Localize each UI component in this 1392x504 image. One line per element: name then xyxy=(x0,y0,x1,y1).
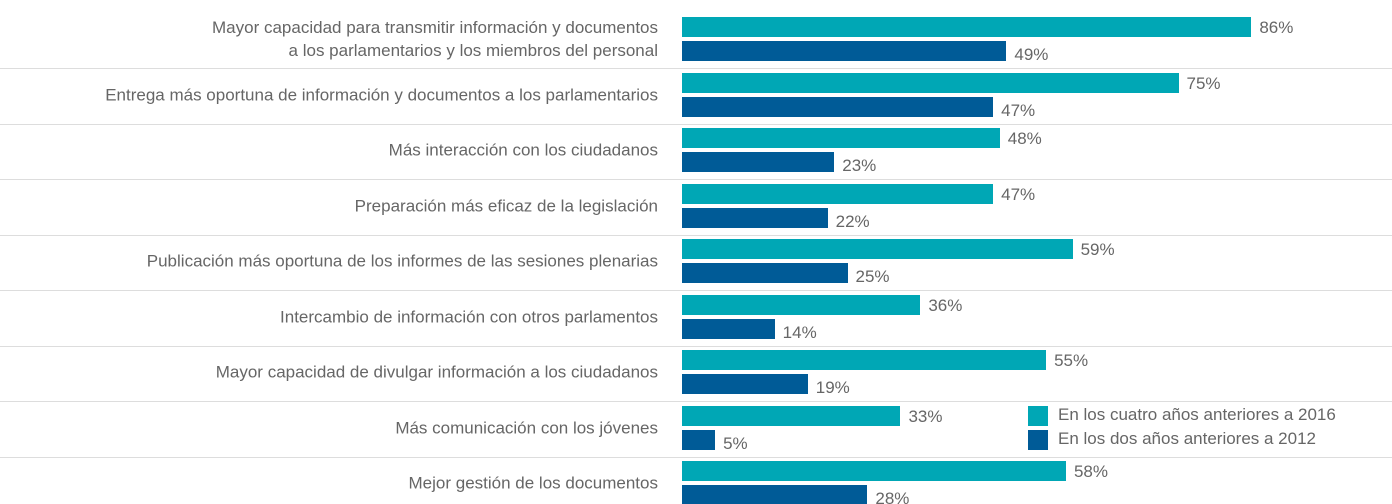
bar xyxy=(682,152,835,172)
value-label: 47% xyxy=(1001,184,1036,204)
value-label: 47% xyxy=(1001,100,1036,120)
value-label: 22% xyxy=(835,211,870,231)
category-label: Intercambio de información con otros par… xyxy=(280,307,658,326)
row-separator xyxy=(0,401,1392,402)
bar xyxy=(682,128,1000,148)
value-label: 36% xyxy=(928,295,963,315)
bar xyxy=(682,485,868,504)
category-label: Preparación más eficaz de la legislación xyxy=(354,196,658,215)
value-label: 33% xyxy=(908,406,943,426)
row-separator xyxy=(0,345,1392,347)
value-label: 28% xyxy=(875,489,910,504)
category-label: Mayor capacidad de divulgar información … xyxy=(215,362,658,382)
row-separator xyxy=(0,456,1392,458)
bar xyxy=(682,263,848,283)
bar xyxy=(682,318,775,339)
value-label: 5% xyxy=(723,433,748,453)
bar xyxy=(682,429,716,450)
legend-swatch xyxy=(1028,430,1048,450)
category-label: Publicación más oportuna de los informes… xyxy=(146,251,658,271)
value-label: 19% xyxy=(815,378,850,397)
row-separator xyxy=(0,234,1392,236)
category-label: Más comunicación con los jóvenes xyxy=(395,418,658,437)
value-label: 75% xyxy=(1186,73,1221,93)
category-label: Más interacción con los ciudadanos xyxy=(388,140,658,160)
row-separator xyxy=(0,179,1392,180)
value-label: 14% xyxy=(782,322,817,342)
row-separator xyxy=(0,123,1392,125)
bar xyxy=(682,72,1179,93)
bar xyxy=(682,239,1073,259)
bar xyxy=(682,96,994,117)
bar xyxy=(682,183,994,204)
value-label: 55% xyxy=(1054,351,1089,370)
bar xyxy=(682,350,1047,370)
value-label: 59% xyxy=(1080,240,1115,259)
value-label: 25% xyxy=(855,267,890,286)
value-label: 23% xyxy=(842,156,877,175)
value-label: 86% xyxy=(1259,18,1294,37)
bar xyxy=(682,374,808,394)
value-label: 49% xyxy=(1014,45,1049,64)
legend-label: En los cuatro años anteriores a 2016 xyxy=(1058,405,1336,424)
bar xyxy=(682,294,921,315)
legend-label: En los dos años anteriores a 2012 xyxy=(1058,429,1317,448)
bar xyxy=(682,207,828,228)
bar xyxy=(682,41,1007,61)
category-label: Mejor gestión de los documentos xyxy=(408,473,658,493)
legend-swatch xyxy=(1028,406,1048,426)
row-separator xyxy=(0,68,1392,69)
bar xyxy=(682,17,1252,37)
value-label: 58% xyxy=(1073,462,1108,481)
bar xyxy=(682,461,1066,481)
category-label: Entrega más oportuna de información y do… xyxy=(105,85,658,104)
value-label: 48% xyxy=(1007,129,1042,148)
category-label: Mayor capacidad para transmitir informac… xyxy=(212,18,658,60)
bar xyxy=(682,405,901,426)
row-separator xyxy=(0,290,1392,291)
